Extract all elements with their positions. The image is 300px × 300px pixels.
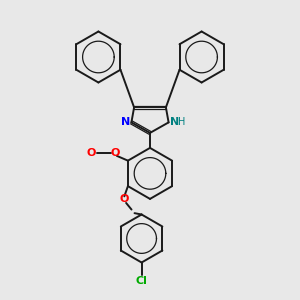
Text: N: N: [170, 117, 179, 127]
Text: O: O: [86, 148, 95, 158]
Text: Cl: Cl: [136, 275, 148, 286]
Text: N: N: [121, 117, 130, 127]
Text: O: O: [110, 148, 119, 158]
Text: O: O: [120, 194, 129, 204]
Text: H: H: [178, 117, 186, 127]
